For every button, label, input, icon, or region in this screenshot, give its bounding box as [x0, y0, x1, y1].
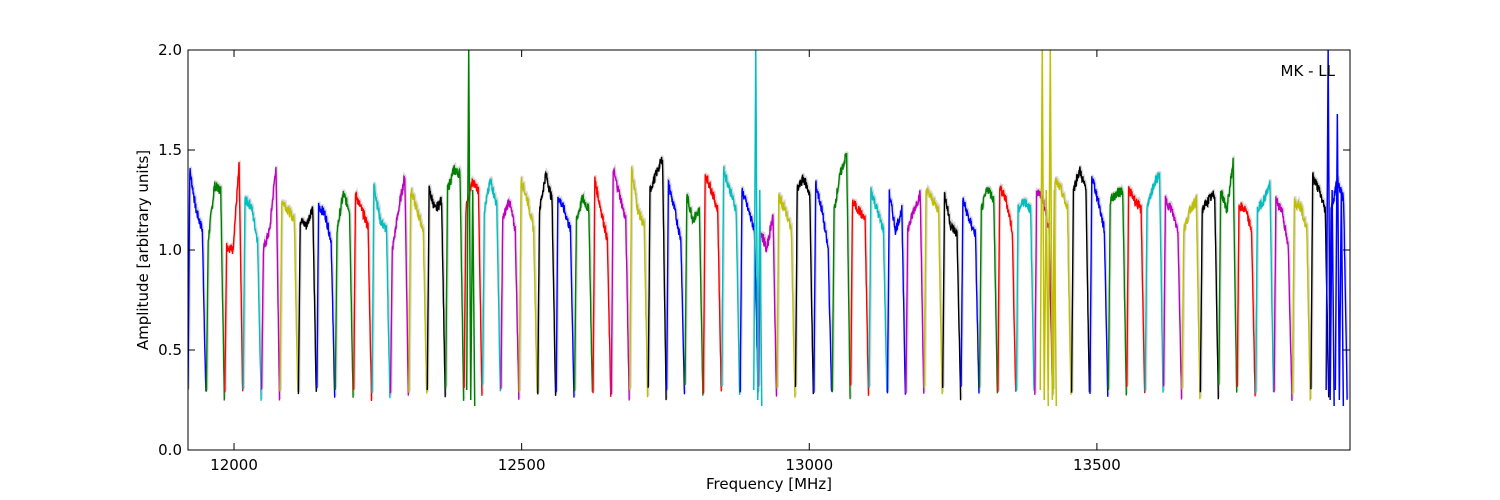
series-line	[647, 156, 667, 401]
series-line	[334, 190, 354, 398]
series-line	[1015, 198, 1035, 392]
series-line	[1144, 172, 1164, 393]
series-line	[260, 167, 281, 401]
rfi-spike-line	[1325, 50, 1335, 407]
series-line	[205, 181, 225, 401]
series-line	[188, 168, 207, 392]
series-line	[279, 200, 299, 392]
series-line	[224, 162, 244, 393]
series-line	[297, 206, 317, 395]
x-tick-label: 13000	[785, 456, 833, 474]
series-line	[868, 187, 888, 393]
series-line	[702, 174, 722, 394]
series-line	[1273, 196, 1293, 401]
series-line	[1218, 157, 1238, 393]
series-line	[1052, 177, 1072, 395]
y-axis-label: Amplitude [arbitrary units]	[134, 150, 152, 350]
y-tick-label: 1.5	[158, 141, 182, 159]
series-line	[518, 177, 538, 394]
series-line	[850, 199, 870, 396]
x-tick-label: 13500	[1073, 456, 1121, 474]
series-line	[573, 193, 594, 392]
series-line	[316, 202, 336, 398]
series-line	[923, 187, 943, 395]
series-line	[1181, 195, 1201, 400]
series-line	[445, 164, 465, 401]
series-line	[1199, 190, 1219, 400]
series-line	[1162, 195, 1183, 400]
series-line	[500, 198, 520, 400]
series-line	[942, 192, 962, 401]
tick-layer: 12000 12500 13000 13500 0.0 0.5 1.0 1.5 2.0	[158, 41, 1350, 474]
rfi-spike-line	[1039, 50, 1049, 407]
series-line	[1107, 186, 1127, 396]
series-line	[242, 196, 262, 401]
series-line	[371, 183, 391, 399]
series-line	[481, 178, 502, 392]
series-line	[610, 166, 630, 401]
series-line	[1126, 186, 1146, 394]
y-tick-label: 2.0	[158, 41, 182, 59]
series-line	[978, 187, 999, 394]
y-tick-label: 0.0	[158, 441, 182, 459]
series-line	[905, 190, 925, 394]
series-line	[776, 193, 796, 398]
data-layer	[188, 50, 1349, 407]
series-line	[1236, 202, 1256, 397]
series-line	[960, 197, 980, 394]
series-line	[426, 185, 446, 398]
x-tick-label: 12000	[210, 456, 258, 474]
series-line	[1310, 172, 1330, 398]
y-tick-label: 0.5	[158, 341, 182, 359]
series-line	[813, 180, 833, 393]
series-line	[1089, 176, 1109, 397]
series-line	[1255, 180, 1275, 393]
series-line	[886, 189, 907, 395]
series-line	[629, 166, 649, 398]
series-line	[353, 190, 373, 402]
x-axis-label: Frequency [MHz]	[706, 475, 832, 493]
y-tick-label: 1.0	[158, 241, 182, 259]
series-line	[555, 196, 575, 398]
series-line	[684, 193, 704, 396]
x-tick-label: 12500	[498, 456, 546, 474]
chart-annotation: MK - LL	[1281, 62, 1336, 80]
series-line	[721, 166, 741, 395]
series-line	[389, 174, 409, 396]
rfi-spike-line	[1334, 113, 1345, 407]
series-line	[794, 174, 814, 395]
rfi-spike-line	[753, 50, 763, 407]
series-line	[757, 214, 778, 397]
series-line	[831, 153, 851, 400]
series-line	[408, 188, 428, 394]
series-line	[537, 170, 557, 396]
series-line	[1070, 166, 1091, 393]
series-line	[1291, 197, 1311, 401]
series-line	[997, 185, 1017, 392]
series-line	[592, 176, 612, 397]
rfi-spike-line	[465, 50, 476, 407]
series-line	[665, 178, 686, 395]
rfi-spike-line	[1047, 50, 1058, 407]
